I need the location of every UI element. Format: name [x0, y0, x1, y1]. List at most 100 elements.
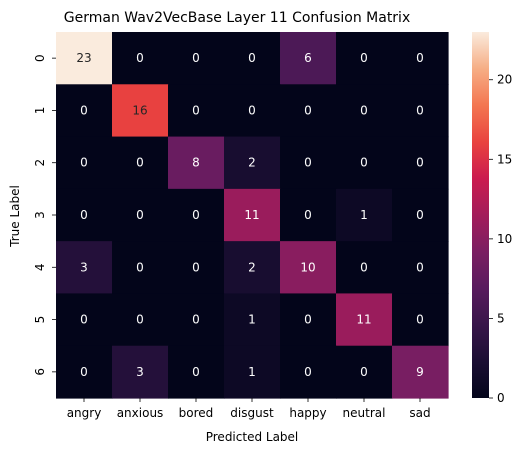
y-axis: 0 1 2 3 4 5 6: [33, 54, 56, 376]
heatmap-cell: [56, 32, 113, 85]
cell-value-label: 2: [248, 260, 256, 274]
colorbar-tick-label: 0: [497, 391, 505, 405]
cell-value-label: 11: [244, 208, 259, 222]
heatmap-cell: [56, 188, 113, 242]
heatmap-cell: [336, 32, 393, 85]
heatmap-cell: [168, 293, 225, 347]
cell-value-label: 0: [416, 103, 424, 117]
cell-value-label: 0: [360, 156, 368, 170]
heatmap-cell: [280, 293, 337, 347]
heatmap-cell: [280, 32, 337, 85]
cell-value-label: 11: [356, 313, 371, 327]
heatmap-cell: [392, 136, 449, 190]
cell-value-label: 1: [360, 208, 368, 222]
cell-value-label: 0: [136, 156, 144, 170]
heatmap-cell: [336, 241, 393, 295]
colorbar: [472, 32, 489, 398]
heatmap-cell: [392, 241, 449, 295]
cell-value-label: 0: [192, 365, 200, 379]
heatmap-cell: [168, 84, 225, 138]
cell-value-label: 3: [80, 260, 88, 274]
cell-value-label: 0: [248, 51, 256, 65]
cell-value-label: 0: [416, 208, 424, 222]
heatmap-cell: [112, 188, 169, 242]
heatmap-cell: [392, 188, 449, 242]
cell-value-label: 0: [192, 51, 200, 65]
cell-value-label: 23: [76, 51, 91, 65]
heatmap-cell: [168, 136, 225, 190]
x-tick-label: neutral: [343, 406, 386, 420]
colorbar-ticks: 0 5 10 15 20: [489, 73, 512, 405]
x-tick-label: happy: [289, 406, 326, 420]
heatmap-cell: [112, 293, 169, 347]
heatmap-cell: [392, 345, 449, 399]
cell-value-label: 0: [360, 365, 368, 379]
y-tick-label: 4: [33, 263, 47, 271]
heatmap-cell: [280, 84, 337, 138]
heatmap-cell: [112, 84, 169, 138]
cell-value-label: 0: [80, 313, 88, 327]
cell-value-label: 0: [192, 260, 200, 274]
cell-value-label: 0: [304, 365, 312, 379]
cell-value-label: 0: [136, 260, 144, 274]
y-tick-label: 2: [33, 159, 47, 167]
heatmap-cell: [392, 32, 449, 85]
heatmap-cell: [280, 345, 337, 399]
cell-value-label: 0: [192, 103, 200, 117]
cell-value-label: 0: [136, 313, 144, 327]
colorbar-tick-label: 15: [497, 152, 512, 166]
cell-value-label: 0: [304, 208, 312, 222]
heatmap-cell: [168, 188, 225, 242]
heatmap-cell: [56, 84, 113, 138]
heatmap-cell: [56, 345, 113, 399]
cell-value-label: 9: [416, 365, 424, 379]
heatmap-cell: [112, 345, 169, 399]
heatmap-cell: [280, 241, 337, 295]
cell-value-label: 0: [248, 103, 256, 117]
x-tick-label: sad: [409, 406, 430, 420]
x-tick-label: disgust: [230, 406, 274, 420]
cell-value-label: 1: [248, 313, 256, 327]
heatmap-cell: [336, 136, 393, 190]
y-tick-label: 5: [33, 316, 47, 324]
cell-value-label: 0: [304, 103, 312, 117]
heatmap-cell: [336, 293, 393, 347]
heatmap-cell: [224, 84, 281, 138]
cell-value-label: 0: [80, 103, 88, 117]
heatmap-cell: [224, 345, 281, 399]
cell-value-label: 16: [132, 103, 147, 117]
heatmap-cell: [224, 32, 281, 85]
cell-value-label: 2: [248, 156, 256, 170]
cell-value-label: 0: [416, 51, 424, 65]
cell-value-label: 6: [304, 51, 312, 65]
cell-value-label: 0: [136, 208, 144, 222]
heatmap-cell: [168, 32, 225, 85]
cell-value-label: 0: [360, 103, 368, 117]
heatmap-cell: [336, 84, 393, 138]
colorbar-tick-label: 5: [497, 311, 505, 325]
x-tick-label: bored: [179, 406, 214, 420]
heatmap-cell: [224, 136, 281, 190]
heatmap-cell: [56, 241, 113, 295]
cell-value-label: 0: [136, 51, 144, 65]
colorbar-tick-label: 20: [497, 73, 512, 87]
x-axis-label: Predicted Label: [206, 430, 299, 444]
cell-value-label: 0: [360, 260, 368, 274]
heatmap-cell: [336, 345, 393, 399]
cell-value-label: 0: [192, 313, 200, 327]
x-axis: angry anxious bored disgust happy neutral sad: [67, 398, 431, 420]
cell-value-label: 0: [360, 51, 368, 65]
heatmap-cell: [168, 241, 225, 295]
y-tick-label: 0: [33, 54, 47, 62]
heatmap-cell: [56, 293, 113, 347]
cell-value-label: 8: [192, 156, 200, 170]
cell-value-label: 0: [416, 260, 424, 274]
heatmap-cell: [224, 293, 281, 347]
cell-value-label: 0: [416, 156, 424, 170]
cell-value-label: 0: [304, 156, 312, 170]
heatmap-cell: [224, 188, 281, 242]
x-tick-label: angry: [67, 406, 102, 420]
colorbar-tick-label: 10: [497, 232, 512, 246]
heatmap-cell: [336, 188, 393, 242]
heatmap-cells: [56, 32, 449, 399]
